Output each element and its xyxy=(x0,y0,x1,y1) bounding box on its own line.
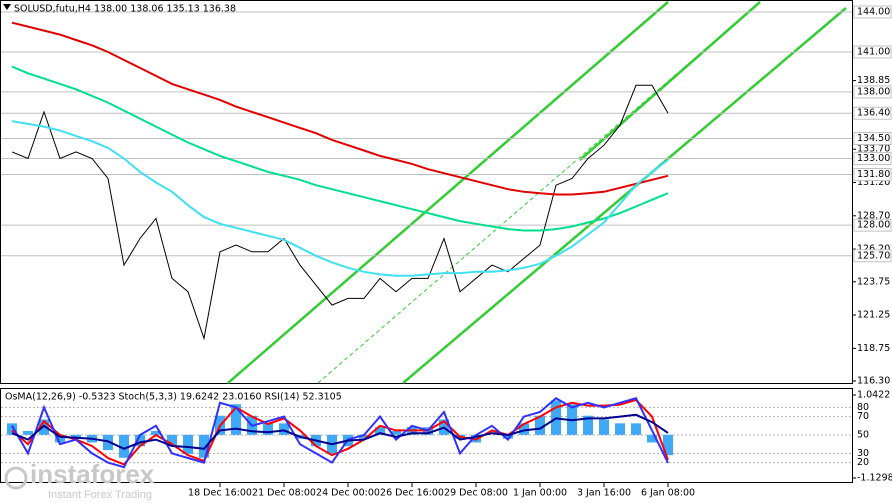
indicator-title: OsMA(12,26,9) -0.5323 Stoch(5,3,3) 19.62… xyxy=(5,392,342,403)
level-box xyxy=(853,249,892,263)
osma-bar xyxy=(71,434,81,439)
x-tick-label: 29 Dec 08:00 xyxy=(444,488,508,499)
osma-bar xyxy=(615,423,625,435)
osma-bar xyxy=(279,423,289,435)
level-label: 141.00 xyxy=(857,46,890,57)
y-tick-label: 126.20 xyxy=(857,244,890,255)
osma-bar xyxy=(167,434,177,447)
level-label: 138.00 xyxy=(857,86,890,97)
osma-bar xyxy=(135,434,145,447)
y-tick-label: 121.25 xyxy=(857,310,890,321)
osma-bar xyxy=(583,415,593,435)
level-label: 133.00 xyxy=(857,153,890,164)
level-box xyxy=(853,218,892,232)
channel-line xyxy=(579,1,761,161)
y2-tick-label: -1.1298 xyxy=(857,473,892,484)
level-box xyxy=(853,132,892,146)
level-box xyxy=(853,168,892,182)
x-tick-label: 3 Jan 16:00 xyxy=(577,488,631,499)
osma-bar xyxy=(23,431,33,435)
osma-bar xyxy=(119,434,129,458)
osma-bar xyxy=(391,431,401,435)
osma-bar xyxy=(599,419,609,435)
x-tick-label: 1 Jan 00:00 xyxy=(513,488,567,499)
y-tick-label: 30 xyxy=(857,448,869,459)
x-tick-label: 18 Dec 16:00 xyxy=(188,488,252,499)
series-line xyxy=(11,396,669,469)
channel-upper xyxy=(227,1,669,384)
osma-bar xyxy=(503,434,513,439)
osma-bar xyxy=(7,423,17,435)
watermark-tagline: Instant Forex Trading xyxy=(48,489,152,501)
osma-bar xyxy=(359,434,369,439)
osma-bar xyxy=(647,434,657,443)
series-line xyxy=(11,413,669,450)
menu-triangle xyxy=(3,4,11,10)
plots xyxy=(1,11,852,469)
y-tick-label: 116.30 xyxy=(857,376,890,387)
y-tick-label: 70 xyxy=(857,411,869,422)
level-label: 136.40 xyxy=(857,108,890,119)
watermark-name: instaforex xyxy=(30,459,155,489)
y-tick-label: 118.75 xyxy=(857,343,890,354)
y-tick-label: 20 xyxy=(857,457,869,468)
y-tick-label: 128.70 xyxy=(857,210,890,221)
y2-tick-label: 1.0422 xyxy=(857,389,890,400)
osma-bar xyxy=(263,423,273,435)
x-tick-label: 21 Dec 08:00 xyxy=(252,488,316,499)
chart-title: SOLUSD,futu,H4 138.00 138.06 135.13 136.… xyxy=(14,4,236,15)
series-line xyxy=(11,21,669,196)
osma-bar xyxy=(183,434,193,454)
osma-bar xyxy=(631,423,641,435)
watermark: instaforex Instant Forex Trading xyxy=(4,459,155,501)
channel-lines xyxy=(227,1,847,384)
osma-bar xyxy=(519,423,529,435)
logo xyxy=(4,466,28,490)
x-tick-label: 26 Dec 16:00 xyxy=(380,488,444,499)
level-label: 125.70 xyxy=(857,250,890,261)
series-line xyxy=(11,120,669,277)
indicator-frame xyxy=(0,388,853,483)
level-box xyxy=(853,152,892,166)
level-label: 128.00 xyxy=(857,220,890,231)
osma-bar xyxy=(375,427,385,435)
y-tick-label: 80 xyxy=(857,402,869,413)
y-tick-label: 138.85 xyxy=(857,75,890,86)
osma-bar xyxy=(231,404,241,435)
level-label: 134.50 xyxy=(857,133,890,144)
channel-middle xyxy=(317,1,761,384)
osma-bar xyxy=(151,431,161,435)
y-tick-label: 131.20 xyxy=(857,177,890,188)
x-tick-label: 6 Jan 08:00 xyxy=(641,488,695,499)
level-box xyxy=(853,45,892,59)
osma-bar xyxy=(663,434,673,456)
series-line xyxy=(11,65,669,232)
main-frame xyxy=(0,0,853,384)
level-box xyxy=(853,85,892,99)
level-box xyxy=(853,106,892,120)
level-label: 144.00 xyxy=(857,6,890,17)
channel-lower xyxy=(402,7,847,384)
osma-bar xyxy=(55,434,65,443)
osma-bar xyxy=(199,434,209,458)
level-label: 131.80 xyxy=(857,169,890,180)
x-tick-label: 24 Dec 00:00 xyxy=(316,488,380,499)
y-tick-label: 50 xyxy=(857,430,869,441)
y-tick-label: 123.75 xyxy=(857,276,890,287)
series-line xyxy=(11,84,669,341)
osma-bar xyxy=(39,419,49,435)
level-box xyxy=(853,5,892,19)
osma-bar xyxy=(535,415,545,435)
y-tick-label: 133.70 xyxy=(857,144,890,155)
